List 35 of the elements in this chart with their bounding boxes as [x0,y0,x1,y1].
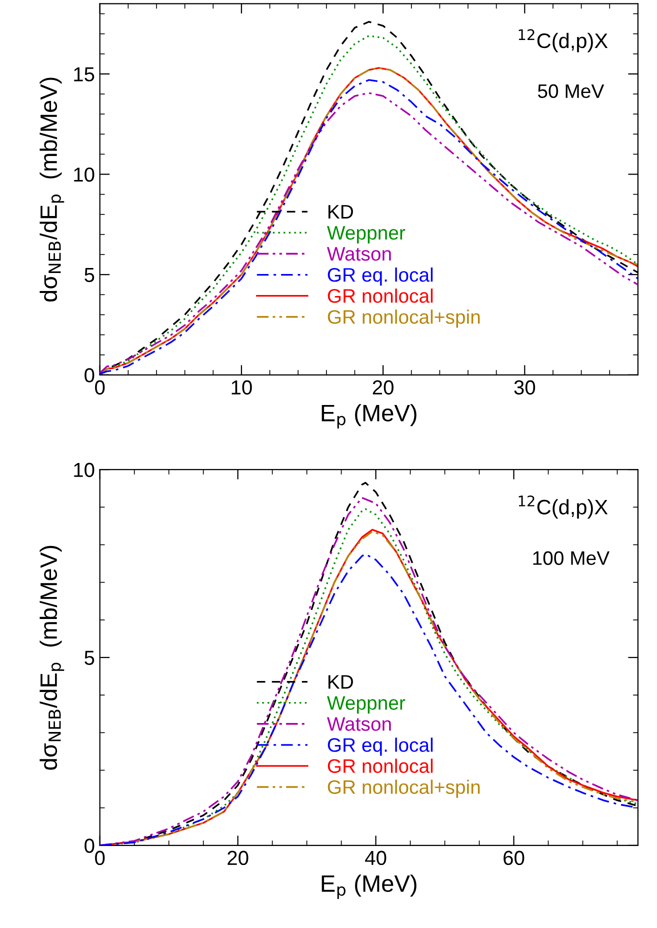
annotation: $^{12}$C(d,p)X [518,495,608,519]
x-tick-label: 0 [95,380,105,395]
legend-label: Weppner [326,226,406,244]
legend-label: KD [328,675,353,689]
x-tick-label: 10 [232,380,252,395]
legend-label: Watson [326,247,391,261]
legend-label: GR nonlocal+spin [328,780,480,798]
legend-label: Weppner [326,696,406,714]
y-tick-label: 5 [84,650,94,665]
y-tick-label: 0 [84,368,94,382]
legend-label: GR nonlocal+spin [328,310,480,328]
y-axis-title: dσ$_{NEB}$/dE$_{p}$ (mb/MeV) [40,546,64,770]
x-tick-label: 20 [228,850,248,866]
x-tick-label: 0 [95,850,105,866]
y-tick-label: 10 [74,168,94,182]
x-axis-title: E$_{p}$ (MeV) [322,874,416,900]
annotation: 50 MeV [538,84,604,98]
legend-label: GR eq. local [328,738,433,756]
legend-label: GR nonlocal [328,758,433,773]
y-tick-label: 15 [74,67,94,82]
annotation: 100 MeV [533,551,610,565]
x-tick-label: 20 [372,380,394,395]
y-tick-label: 10 [74,462,94,478]
x-tick-label: 30 [514,380,536,395]
y-axis-title: dσ$_{NEB}$/dE$_{p}$ (mb/MeV) [40,78,64,302]
legend-label: GR nonlocal [328,288,433,303]
x-axis-title: E$_{p}$ (MeV) [322,404,416,429]
y-tick-label: 5 [84,268,94,282]
y-tick-label: 0 [84,838,94,853]
legend-label: KD [328,205,353,218]
x-tick-label: 40 [365,850,386,866]
legend-label: Watson [326,717,391,731]
legend-label: GR eq. local [328,268,433,286]
x-tick-label: 60 [504,850,524,866]
annotation: $^{12}$C(d,p)X [518,29,608,52]
